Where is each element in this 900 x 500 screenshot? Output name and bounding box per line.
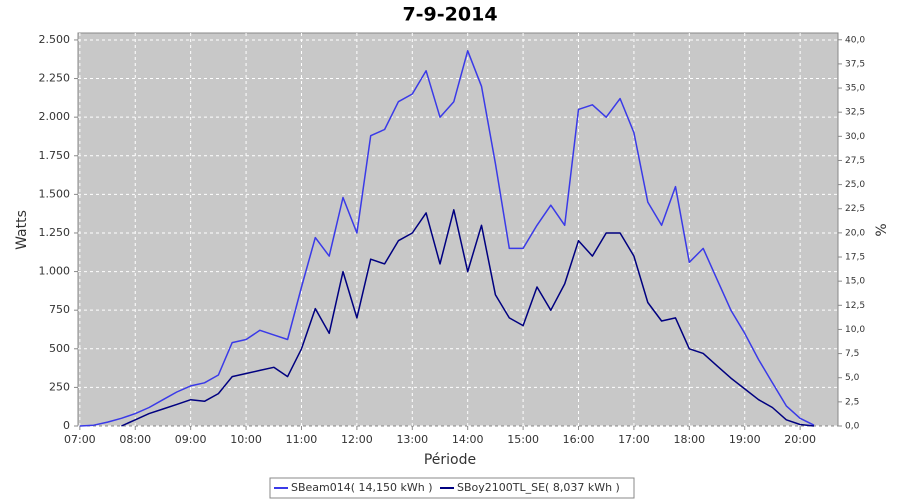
y2-tick-label: 30,0 <box>845 132 865 142</box>
y2-tick-label: 32,5 <box>845 108 865 118</box>
y2-axis-label: % <box>874 223 890 236</box>
y2-tick-label: 15,0 <box>845 277 865 287</box>
y2-tick-label: 17,5 <box>845 253 865 263</box>
y2-tick-label: 5,0 <box>845 373 860 383</box>
y-tick-label: 0 <box>63 419 70 432</box>
x-axis-label: Période <box>424 452 476 468</box>
x-tick-label: 15:00 <box>507 433 539 446</box>
y-tick-label: 250 <box>49 380 70 393</box>
y-tick-label: 1.500 <box>39 187 71 200</box>
x-tick-label: 17:00 <box>618 433 650 446</box>
y-tick-label: 2.000 <box>39 110 71 123</box>
series-line <box>121 209 815 427</box>
legend-label: SBoy2100TL_SE( 8,037 kWh ) <box>457 481 620 494</box>
x-tick-label: 12:00 <box>341 433 373 446</box>
y2-tick-label: 20,0 <box>845 228 865 238</box>
y2-tick-label: 10,0 <box>845 325 865 335</box>
y-tick-label: 500 <box>49 342 70 355</box>
x-tick-label: 09:00 <box>175 433 207 446</box>
y2-tick-label: 0,0 <box>845 422 860 432</box>
y2-tick-label: 37,5 <box>845 59 865 69</box>
y-tick-label: 1.000 <box>39 265 71 278</box>
chart-title: 7-9-2014 <box>402 4 497 26</box>
y2-tick-label: 2,5 <box>845 397 859 407</box>
x-tick-label: 08:00 <box>119 433 151 446</box>
y-tick-label: 750 <box>49 303 70 316</box>
y-tick-label: 1.750 <box>39 149 71 162</box>
y-tick-label: 2.250 <box>39 72 71 85</box>
x-tick-label: 11:00 <box>286 433 318 446</box>
y2-tick-label: 35,0 <box>845 84 865 94</box>
x-tick-label: 19:00 <box>729 433 761 446</box>
x-tick-label: 18:00 <box>673 433 705 446</box>
x-tick-label: 14:00 <box>452 433 484 446</box>
y2-tick-label: 7,5 <box>845 349 859 359</box>
y2-tick-label: 40,0 <box>845 35 865 45</box>
y-tick-label: 2.500 <box>39 33 71 46</box>
x-tick-label: 10:00 <box>230 433 262 446</box>
y-tick-label: 1.250 <box>39 226 71 239</box>
y-axis-label: Watts <box>14 210 30 250</box>
y2-tick-label: 27,5 <box>845 156 865 166</box>
x-tick-label: 16:00 <box>563 433 595 446</box>
y2-tick-label: 12,5 <box>845 301 865 311</box>
x-tick-label: 20:00 <box>784 433 816 446</box>
x-tick-label: 13:00 <box>396 433 428 446</box>
x-tick-label: 07:00 <box>64 433 96 446</box>
y2-tick-label: 25,0 <box>845 180 865 190</box>
series-line <box>79 50 815 427</box>
legend-label: SBeam014( 14,150 kWh ) <box>291 481 433 494</box>
y2-tick-label: 22,5 <box>845 204 865 214</box>
